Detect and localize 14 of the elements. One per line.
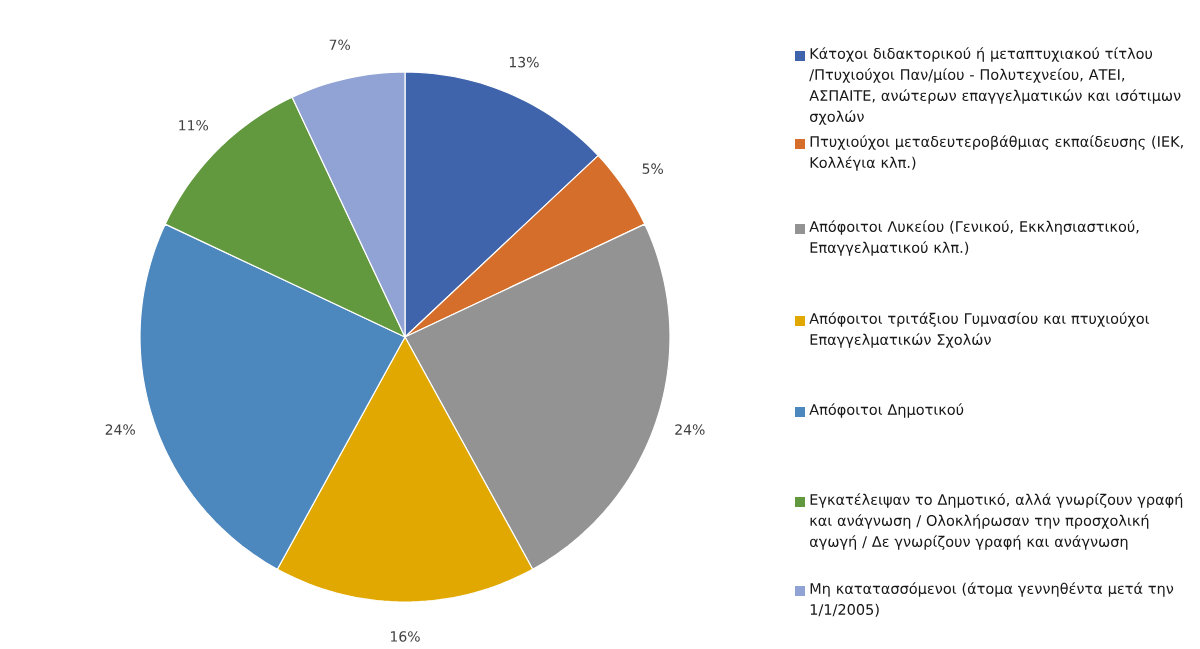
data-label: 13% <box>509 56 539 68</box>
legend-label: Εγκατέλειψαν το Δημοτικό, αλλά γνωρίζουν γραφή και ανάγνωση / Ολοκλήρωσαν την προσχολική αγωγή / Δε γνωρίζουν γραφή και ανάγνωση <box>810 493 1183 550</box>
legend-label: Απόφοιτοι τριτάξιου Γυμνασίου και πτυχιούχοι Επαγγελματικών Σχολών <box>809 312 1150 348</box>
legend-label: Κάτοχοι διδακτορικού ή μεταπτυχιακού τίτλου /Πτυχιούχοι Παν/μίου - Πολυτεχνείου, ΑΤΕΙ, ΑΣΠΑΙΤΕ, ανώτερων επαγγελματικών και ισότιμων σχολών <box>809 47 1181 125</box>
legend-label: Απόφοιτοι Δημοτικού <box>809 403 964 418</box>
legend-label: Μη κατατασσόμενοι (άτομα γεννηθέντα μετά την 1/1/2005) <box>810 582 1174 617</box>
legend-label: Απόφοιτοι Λυκείου (Γενικού, Εκκλησιαστικού, Επαγγελματικού κλπ.) <box>809 220 1139 256</box>
data-label: 7% <box>329 39 351 51</box>
data-label: 11% <box>179 119 209 131</box>
data-label: 16% <box>390 631 420 642</box>
data-label: 5% <box>642 163 664 174</box>
data-label: 24% <box>105 424 135 435</box>
data-label: 24% <box>675 424 705 435</box>
legend-label: Πτυχιούχοι μεταδευτεροβάθμιας εκπαίδευσης (ΙΕΚ, Κολλέγια κλπ.) <box>810 135 1183 171</box>
